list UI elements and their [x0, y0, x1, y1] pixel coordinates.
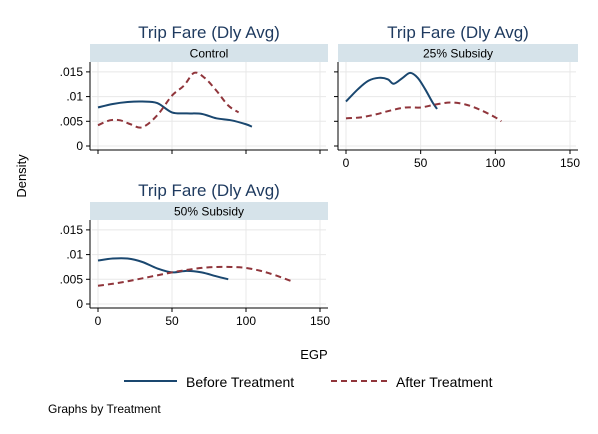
panel-strip [90, 202, 328, 220]
x-tick-label: 0 [95, 314, 102, 328]
x-tick-label: 50 [414, 156, 428, 170]
panel-2: Trip Fare (Dly Avg) 25% Subsidy 0 50 100 150 [334, 23, 580, 170]
panel-1: Trip Fare (Dly Avg) Control 0 .005 .01 .015 [60, 23, 328, 154]
y-tick-label: .005 [60, 272, 84, 286]
panel-strip [338, 44, 578, 62]
graphs-by-note: Graphs by Treatment [48, 402, 161, 416]
y-tick-label: .015 [60, 223, 84, 237]
panel-title: Trip Fare (Dly Avg) [138, 181, 280, 200]
series-line-before [97, 100, 253, 128]
panels: Trip Fare (Dly Avg)Control0.005.01.015Tr… [60, 23, 581, 328]
y-tick-label: .005 [60, 114, 84, 128]
legend: Before Treatment After Treatment [124, 374, 493, 390]
y-axis-title: Density [14, 154, 29, 198]
legend-label-before: Before Treatment [186, 374, 294, 390]
x-tick-label: 100 [485, 156, 505, 170]
panel-title: Trip Fare (Dly Avg) [138, 23, 280, 42]
panel-3: Trip Fare (Dly Avg) 50% Subsidy 0 .005 .01 .0… [60, 181, 331, 328]
series-line-after [345, 101, 502, 123]
x-axis-title: EGP [300, 347, 327, 362]
panel-title: Trip Fare (Dly Avg) [387, 23, 529, 42]
panel-strip [90, 44, 328, 62]
series-line-after [97, 71, 240, 129]
series-line-after [97, 265, 293, 287]
x-tick-label: 0 [343, 156, 350, 170]
panel-subtitle: 50% Subsidy [174, 205, 244, 219]
panel-subtitle: 25% Subsidy [423, 47, 493, 61]
x-tick-label: 50 [165, 314, 179, 328]
series-line-before [97, 257, 229, 281]
x-tick-label: 100 [236, 314, 256, 328]
x-tick-label: 150 [310, 314, 330, 328]
legend-label-after: After Treatment [396, 374, 493, 390]
series-line-before [345, 71, 438, 110]
y-tick-label: 0 [76, 139, 83, 153]
x-tick-label: 150 [560, 156, 580, 170]
y-tick-label: .015 [60, 65, 84, 79]
y-tick-label: .01 [66, 90, 83, 104]
y-tick-label: .01 [66, 248, 83, 262]
y-tick-label: 0 [76, 297, 83, 311]
panel-subtitle: Control [190, 47, 229, 61]
